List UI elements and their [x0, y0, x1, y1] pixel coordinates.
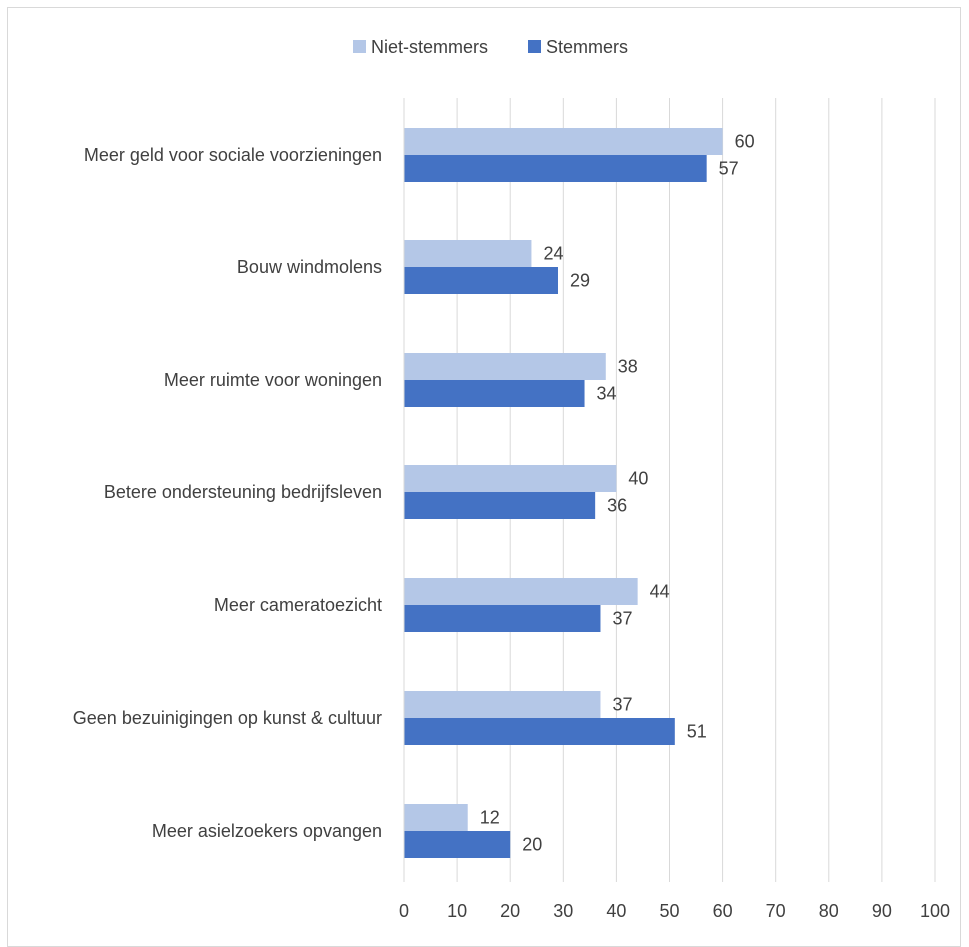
data-label-niet-stemmers-2: 38	[618, 357, 638, 377]
data-label-stemmers-0: 57	[719, 159, 739, 179]
x-tick-label-0: 0	[399, 901, 409, 921]
data-label-stemmers-2: 34	[597, 384, 617, 404]
data-label-stemmers-4: 37	[612, 609, 632, 629]
x-tick-label-50: 50	[659, 901, 679, 921]
x-tick-label-90: 90	[872, 901, 892, 921]
x-tick-label-10: 10	[447, 901, 467, 921]
x-tick-label-100: 100	[920, 901, 950, 921]
bar-niet-stemmers-0	[404, 128, 723, 155]
category-label-meer-ruimte-voor-woningen: Meer ruimte voor woningen	[164, 370, 382, 390]
bar-niet-stemmers-2	[404, 353, 606, 380]
x-tick-label-60: 60	[713, 901, 733, 921]
bar-stemmers-0	[404, 155, 707, 182]
bar-niet-stemmers-5	[404, 691, 601, 718]
category-label-betere-ondersteuning-bedrijfsleven: Betere ondersteuning bedrijfsleven	[104, 482, 382, 502]
bar-stemmers-3	[404, 492, 596, 519]
data-label-niet-stemmers-0: 60	[735, 132, 755, 152]
x-tick-label-40: 40	[606, 901, 626, 921]
bar-stemmers-4	[404, 605, 601, 632]
category-label-bouw-windmolens: Bouw windmolens	[237, 257, 382, 277]
legend-swatch-niet-stemmers	[353, 40, 366, 53]
x-tick-label-30: 30	[553, 901, 573, 921]
data-label-niet-stemmers-6: 12	[480, 808, 500, 828]
data-label-niet-stemmers-4: 44	[650, 582, 670, 602]
bar-niet-stemmers-6	[404, 804, 468, 831]
category-label-geen-bezuinigingen-op-kunst-cultuur: Geen bezuinigingen op kunst & cultuur	[73, 708, 382, 728]
x-tick-label-20: 20	[500, 901, 520, 921]
data-label-stemmers-3: 36	[607, 496, 627, 516]
data-label-stemmers-1: 29	[570, 271, 590, 291]
legend-swatch-stemmers	[528, 40, 541, 53]
data-label-stemmers-6: 20	[522, 835, 542, 855]
bar-niet-stemmers-4	[404, 578, 638, 605]
category-label-meer-asielzoekers-opvangen: Meer asielzoekers opvangen	[152, 821, 382, 841]
data-label-niet-stemmers-1: 24	[543, 244, 563, 264]
bar-niet-stemmers-3	[404, 465, 617, 492]
legend-label-niet-stemmers: Niet-stemmers	[371, 37, 488, 57]
x-tick-label-80: 80	[819, 901, 839, 921]
bar-stemmers-2	[404, 380, 585, 407]
x-tick-label-70: 70	[766, 901, 786, 921]
bar-stemmers-6	[404, 831, 511, 858]
bar-stemmers-5	[404, 718, 675, 745]
category-label-meer-cameratoezicht: Meer cameratoezicht	[214, 595, 382, 615]
legend-label-stemmers: Stemmers	[546, 37, 628, 57]
bar-niet-stemmers-1	[404, 240, 532, 267]
data-label-niet-stemmers-3: 40	[628, 469, 648, 489]
category-label-meer-geld-voor-sociale-voorzieningen: Meer geld voor sociale voorzieningen	[84, 145, 382, 165]
data-label-niet-stemmers-5: 37	[612, 695, 632, 715]
bar-stemmers-1	[404, 267, 558, 294]
data-label-stemmers-5: 51	[687, 722, 707, 742]
